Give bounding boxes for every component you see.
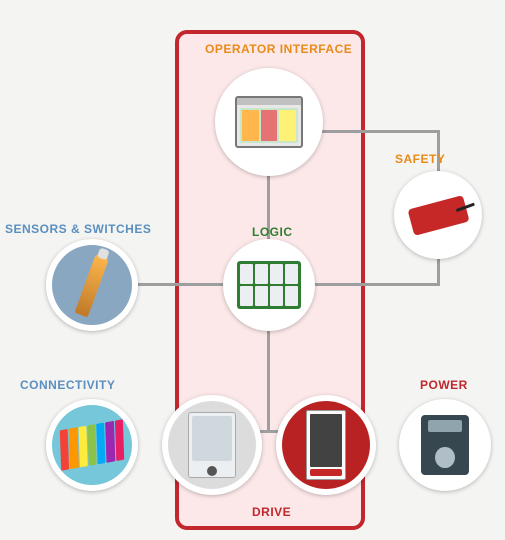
connector-line: [310, 283, 440, 286]
label-logic: LOGIC: [252, 225, 293, 239]
servo-drive-icon: [306, 410, 346, 480]
label-connectivity: CONNECTIVITY: [20, 378, 115, 392]
label-power: POWER: [420, 378, 468, 392]
node-drive-right: [276, 395, 376, 495]
label-operator-interface: OPERATOR INTERFACE: [205, 42, 352, 56]
label-safety: SAFETY: [395, 152, 445, 166]
label-sensors-switches: SENSORS & SWITCHES: [5, 222, 151, 236]
connector-line: [267, 320, 270, 430]
label-drive: DRIVE: [252, 505, 291, 519]
plc-icon: [237, 261, 301, 309]
node-operator-interface: [215, 68, 323, 176]
safety-switch-icon: [407, 195, 469, 235]
node-logic: [223, 239, 315, 331]
node-safety: [394, 171, 482, 259]
circuit-breaker-icon: [421, 415, 469, 475]
node-sensors-switches: [46, 239, 138, 331]
hmi-icon: [235, 96, 302, 149]
node-connectivity: [46, 399, 138, 491]
node-power: [399, 399, 491, 491]
terminal-blocks-icon: [60, 419, 124, 470]
vfd-icon: [188, 412, 236, 478]
sensor-icon: [74, 252, 109, 317]
node-drive-left: [162, 395, 262, 495]
